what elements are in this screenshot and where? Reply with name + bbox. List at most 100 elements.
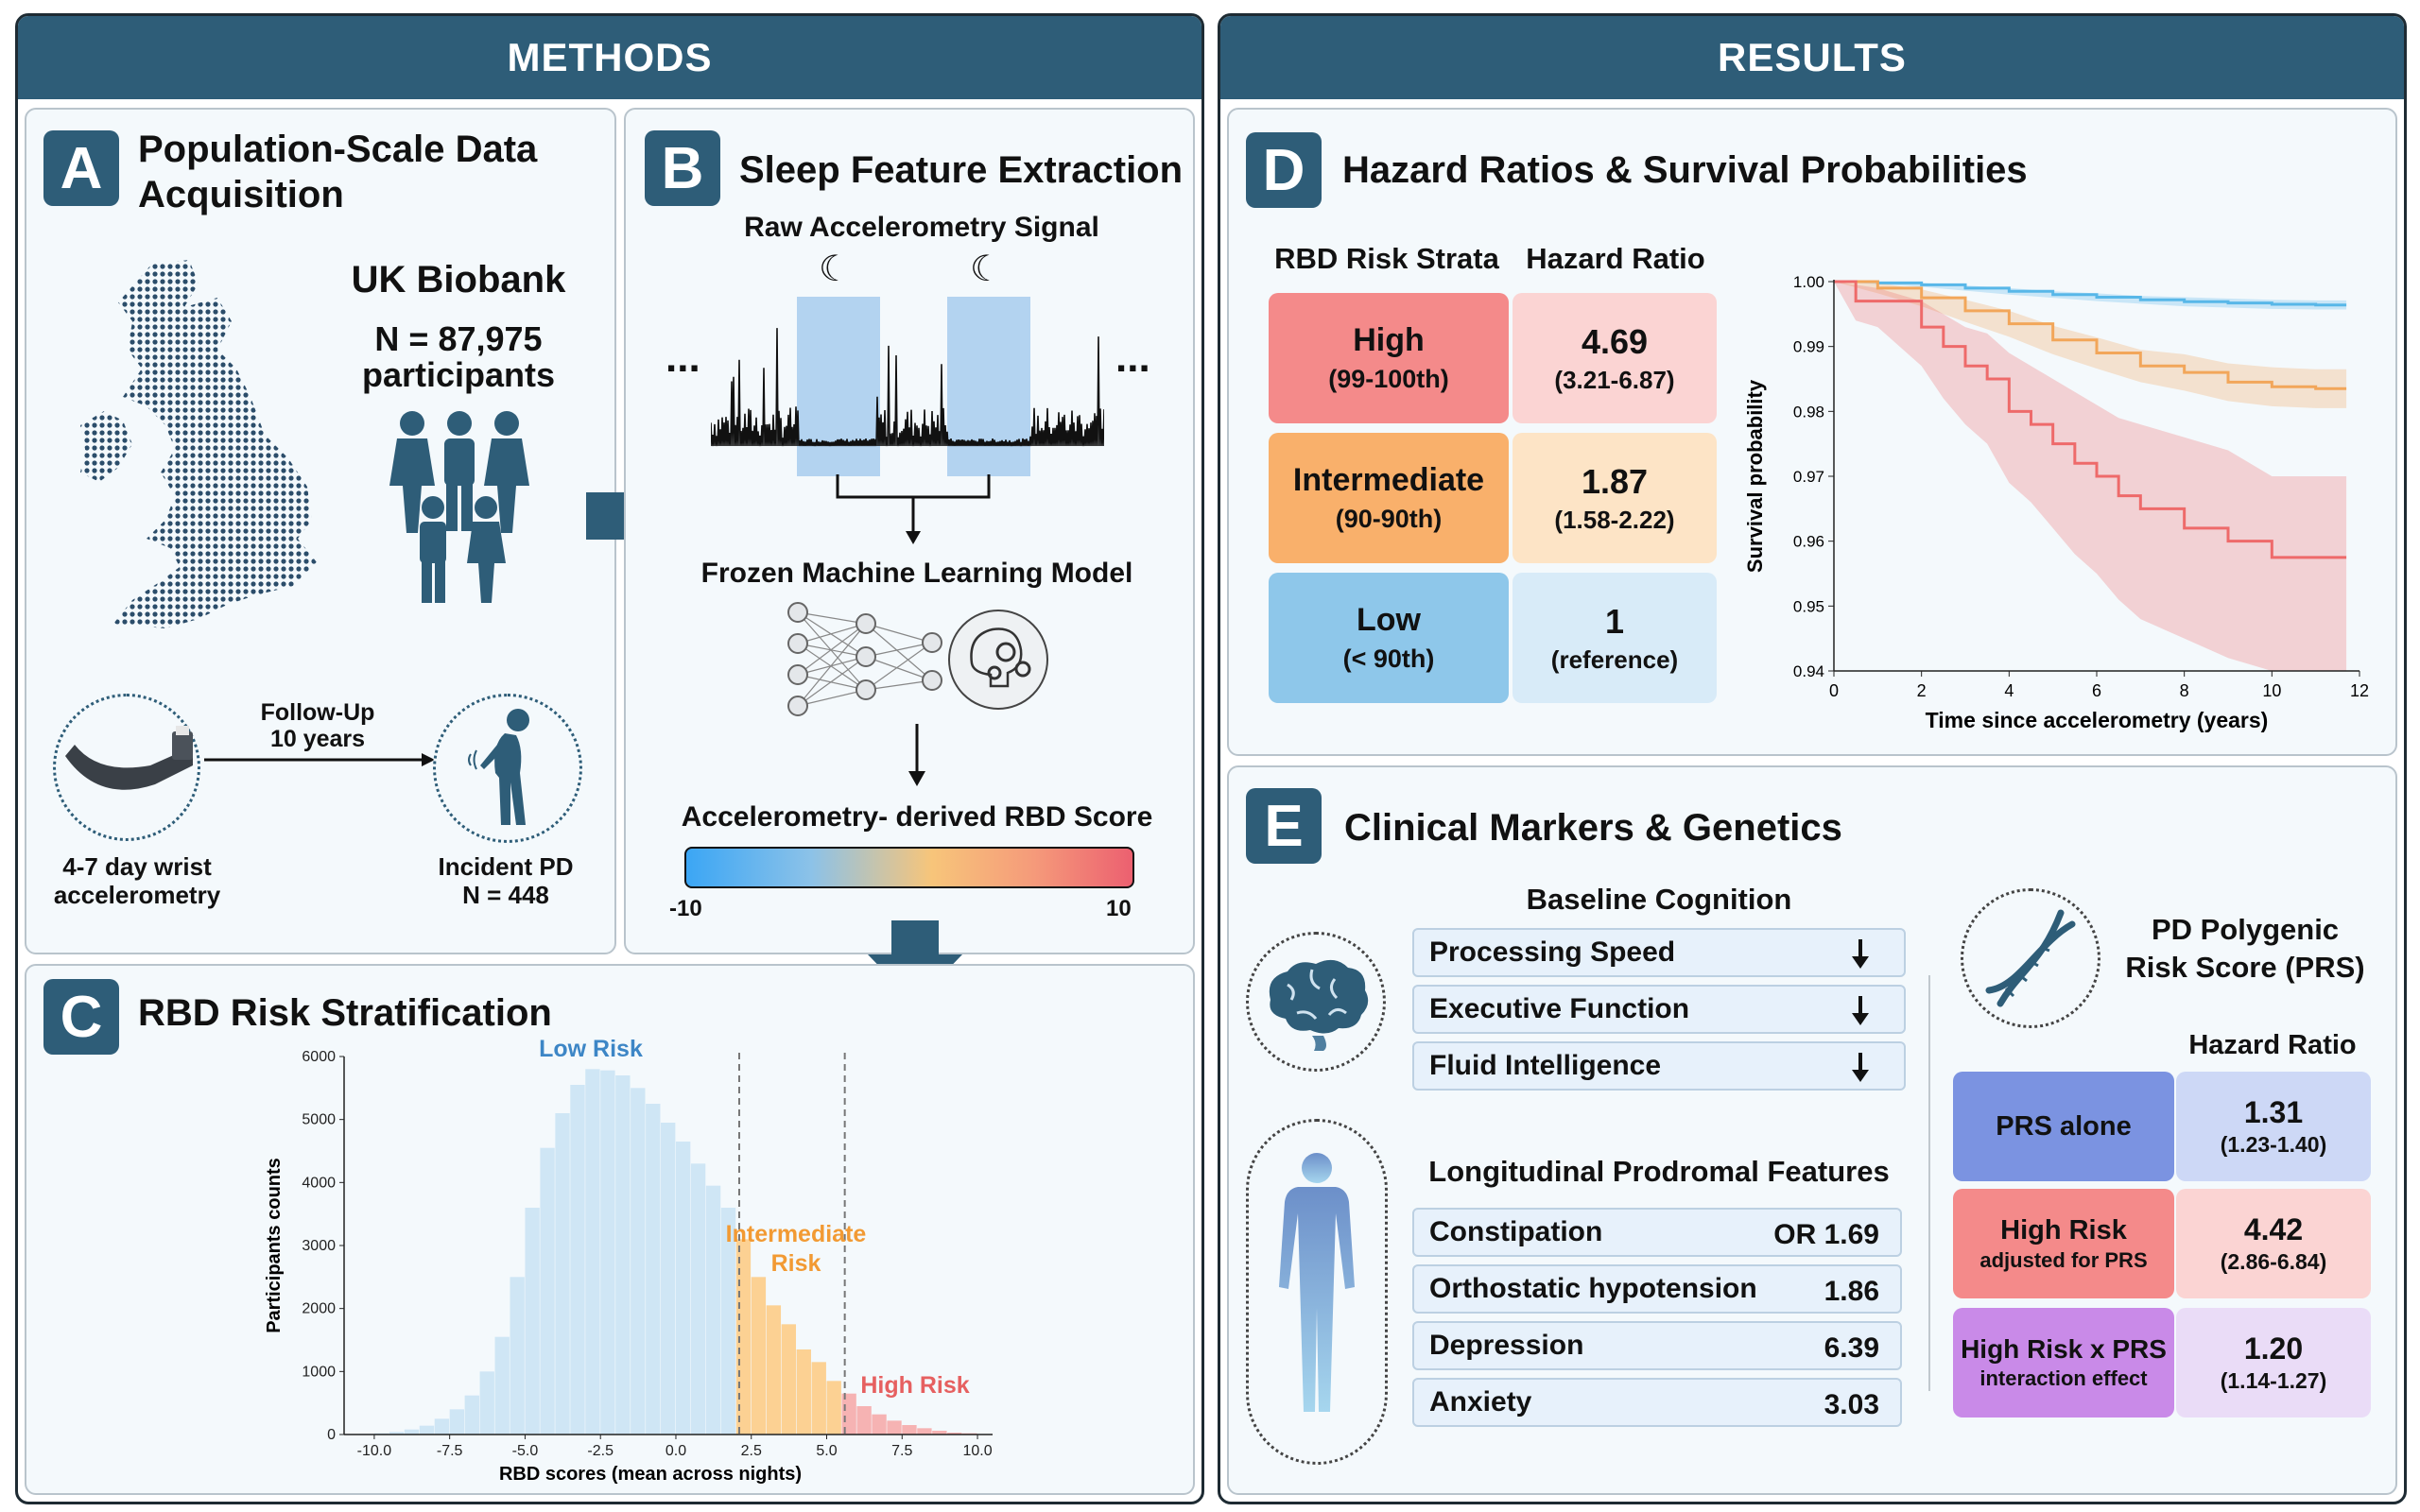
hist-label-high: High Risk <box>860 1372 969 1399</box>
cognition-label: Fluid Intelligence <box>1429 1050 1662 1081</box>
histogram-bar <box>766 1305 782 1435</box>
moon-icon-2: ☾ <box>970 249 1003 289</box>
panel-b <box>624 108 1195 954</box>
follow-up-line2: 10 years <box>269 726 366 752</box>
methods-header: METHODS <box>18 16 1201 99</box>
bracket-connector <box>836 474 991 544</box>
prs-title-line1: PD Polygenic <box>2151 913 2340 946</box>
prs-row-ci: (1.23-1.40) <box>2220 1132 2327 1157</box>
hr-low: 1 (reference) <box>1512 573 1717 703</box>
hist-label-mid-2: Risk <box>771 1250 821 1277</box>
prodromal-row: Constipation OR 1.69 <box>1412 1208 1902 1257</box>
strata-low-name: Low <box>1357 602 1421 638</box>
panel-b-badge: B <box>645 130 720 206</box>
histogram-bar <box>570 1085 585 1435</box>
histogram-bar <box>751 1277 767 1435</box>
follow-up-arrow <box>204 753 435 766</box>
uk-biobank-label: UK Biobank <box>351 259 566 301</box>
x-tick-label: -2.5 <box>587 1443 614 1459</box>
panel-a-title-line2: Acquisition <box>138 174 344 215</box>
histogram-bar <box>841 1393 856 1435</box>
y-tick-label: 0.97 <box>1793 468 1824 486</box>
uk-map-icon <box>80 260 317 628</box>
prs-row-hr: 4.42 <box>2243 1212 2304 1246</box>
histogram-bar <box>661 1123 676 1435</box>
decrease-arrow-icon <box>1852 996 1869 1025</box>
histogram-bar <box>449 1409 465 1435</box>
histogram-bar <box>675 1142 691 1435</box>
prs-row-label: High Risk x PRS <box>1961 1334 2167 1364</box>
hr-intermediate-value: 1.87 <box>1581 461 1649 501</box>
scale-min-label: -10 <box>669 896 702 921</box>
panel-e-title: Clinical Markers & Genetics <box>1344 807 1842 849</box>
model-label: Frozen Machine Learning Model <box>700 558 1133 589</box>
prodromal-row: Orthostatic hypotension 1.86 <box>1412 1264 1902 1314</box>
cognition-row: Fluid Intelligence <box>1412 1041 1906 1091</box>
survival-curve <box>1834 280 2347 390</box>
hr-low-ci: (reference) <box>1550 644 1679 674</box>
signal-ellipsis-right: ... <box>1115 335 1150 381</box>
prs-row-label: High Risk <box>2000 1214 2127 1246</box>
histogram-bar <box>600 1070 615 1435</box>
prodromal-label: Constipation <box>1429 1216 1603 1247</box>
y-tick-label: 1.00 <box>1793 273 1824 291</box>
incident-pd-line1: Incident PD <box>438 852 574 881</box>
histogram-bar <box>902 1425 917 1435</box>
hr-low-value: 1 <box>1604 601 1625 641</box>
x-tick-label: 2.5 <box>741 1443 762 1459</box>
prodromal-value: 1.86 <box>1824 1276 1879 1307</box>
hr-intermediate-ci: (1.58-2.22) <box>1554 505 1675 534</box>
strata-column-header: RBD Risk Strata <box>1274 242 1499 275</box>
signal-label: Raw Accelerometry Signal <box>744 212 1099 243</box>
confidence-band <box>1834 282 2347 671</box>
x-tick-label: 5.0 <box>816 1443 837 1459</box>
accelerometry-signal <box>711 328 1104 447</box>
histogram-bar <box>555 1113 570 1435</box>
x-tick-label: 8 <box>2180 681 2189 700</box>
histogram-bar <box>494 1336 510 1435</box>
prs-hr-header: Hazard Ratio <box>2188 1030 2357 1060</box>
histogram-bar <box>811 1362 826 1435</box>
panel-c-title: RBD Risk Stratification <box>138 992 552 1034</box>
cognition-label: Executive Function <box>1429 993 1690 1024</box>
y-tick-label: 0.99 <box>1793 338 1824 356</box>
night-window-2 <box>947 297 1030 476</box>
histogram-bar <box>947 1433 962 1435</box>
prodromal-label: Depression <box>1429 1330 1584 1361</box>
hist-label-mid-1: Intermediate <box>726 1221 867 1247</box>
prs-row-sub: adjusted for PRS <box>1979 1247 2148 1272</box>
hr-high: 4.69 (3.21-6.87) <box>1512 293 1717 423</box>
histogram-bar <box>932 1431 947 1435</box>
x-tick-label: 12 <box>2350 681 2369 700</box>
prs-row-hr: 1.31 <box>2243 1095 2304 1129</box>
x-tick-label: 7.5 <box>891 1443 912 1459</box>
pd-patient-icon <box>468 709 529 825</box>
night-window-1 <box>797 297 880 476</box>
prodromal-value: 3.03 <box>1824 1389 1879 1420</box>
histogram-bar <box>917 1428 932 1435</box>
prs-alone-hr: 1.31 (1.23-1.40) <box>2176 1072 2371 1181</box>
confidence-band <box>1834 282 2347 408</box>
human-body-icon <box>1279 1153 1355 1412</box>
histogram-bar <box>690 1163 706 1435</box>
hist-x-label: RBD scores (mean across nights) <box>499 1464 802 1485</box>
survival-curve <box>1834 280 2347 559</box>
hist-y-label: Participants counts <box>264 1158 285 1333</box>
rbd-histogram: -10.0 -7.5 -5.0 -2.5 0.0 2.5 5.0 7.5 10.0 0 1000 2… <box>264 1036 993 1485</box>
y-tick-label: 1000 <box>302 1364 336 1380</box>
prodromal-row: Depression 6.39 <box>1412 1321 1902 1370</box>
histogram-bar <box>705 1185 721 1435</box>
prodromal-value: OR 1.69 <box>1773 1219 1879 1250</box>
prs-row-label: PRS alone <box>1996 1110 2132 1142</box>
brain-icon <box>1269 959 1369 1051</box>
histogram-bar <box>510 1277 525 1435</box>
scale-max-label: 10 <box>1106 896 1132 921</box>
x-tick-label: 10.0 <box>962 1443 992 1459</box>
y-tick-label: 0.94 <box>1793 662 1824 680</box>
moon-icon-1: ☾ <box>819 249 852 289</box>
panel-b-title: Sleep Feature Extraction <box>739 149 1184 191</box>
device-label-line2: accelerometry <box>53 881 221 909</box>
panel-e-badge: E <box>1246 788 1322 864</box>
y-tick-label: 0 <box>327 1427 336 1443</box>
neural-network-icon <box>787 602 1048 716</box>
